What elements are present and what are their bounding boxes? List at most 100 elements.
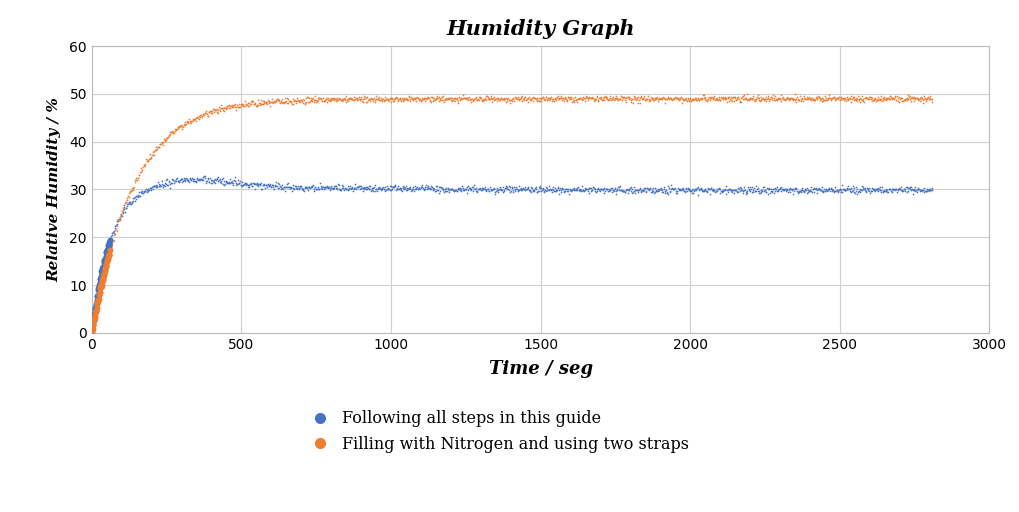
- Point: [308, 185, 324, 193]
- Point: [643, 94, 659, 102]
- Point: [837, 186, 853, 195]
- Point: [211, 176, 227, 184]
- Point: [221, 104, 237, 112]
- Point: [845, 182, 861, 190]
- Point: [348, 183, 365, 191]
- Point: [399, 96, 416, 104]
- Point: [221, 102, 237, 111]
- Point: [921, 95, 937, 103]
- Point: [245, 97, 261, 105]
- Point: [774, 95, 791, 103]
- Point: [671, 96, 687, 104]
- Point: [164, 176, 180, 184]
- Point: [675, 95, 691, 103]
- Point: [508, 93, 525, 101]
- Point: [635, 187, 651, 195]
- Point: [772, 97, 789, 105]
- Point: [789, 189, 805, 197]
- Point: [810, 184, 826, 192]
- Point: [665, 185, 682, 193]
- Point: [371, 96, 387, 104]
- Point: [157, 180, 173, 188]
- Point: [491, 96, 507, 104]
- Point: [623, 189, 639, 197]
- Point: [472, 93, 488, 101]
- Point: [103, 231, 119, 240]
- Point: [271, 184, 287, 193]
- Point: [407, 93, 423, 101]
- Point: [311, 184, 327, 193]
- Point: [346, 184, 363, 193]
- Point: [205, 178, 221, 186]
- Point: [123, 199, 140, 207]
- Point: [346, 95, 363, 103]
- Point: [390, 182, 407, 190]
- Point: [431, 189, 447, 197]
- Point: [822, 187, 839, 196]
- Point: [102, 246, 118, 254]
- Point: [584, 94, 600, 102]
- Point: [177, 120, 194, 128]
- Point: [494, 95, 511, 103]
- Point: [324, 95, 340, 103]
- Point: [89, 298, 105, 307]
- Point: [537, 183, 553, 191]
- Point: [672, 186, 688, 195]
- Point: [911, 187, 927, 195]
- Point: [317, 184, 333, 192]
- Point: [224, 102, 240, 110]
- Point: [733, 184, 749, 193]
- Point: [633, 188, 649, 196]
- Point: [401, 185, 418, 194]
- Point: [293, 184, 310, 193]
- Point: [90, 284, 106, 292]
- Point: [356, 95, 372, 103]
- Point: [438, 187, 454, 195]
- Point: [374, 184, 390, 193]
- Point: [909, 185, 925, 193]
- Point: [503, 183, 520, 191]
- Point: [792, 188, 808, 196]
- Point: [99, 257, 115, 265]
- Point: [127, 174, 144, 182]
- Point: [660, 188, 677, 196]
- Point: [99, 257, 115, 265]
- Point: [473, 186, 489, 195]
- Point: [619, 185, 635, 194]
- Point: [233, 101, 250, 109]
- Point: [853, 186, 869, 195]
- Point: [88, 300, 104, 308]
- Point: [357, 184, 373, 193]
- Point: [517, 93, 533, 101]
- Point: [826, 96, 843, 104]
- Point: [759, 92, 775, 100]
- Point: [484, 95, 500, 103]
- Point: [788, 186, 804, 195]
- Point: [435, 98, 451, 106]
- Point: [852, 95, 868, 103]
- Point: [244, 98, 260, 106]
- Point: [866, 94, 882, 102]
- Point: [193, 111, 209, 119]
- Point: [304, 95, 320, 103]
- Point: [121, 189, 138, 197]
- Point: [792, 95, 808, 103]
- Point: [91, 290, 107, 298]
- Point: [466, 181, 482, 189]
- Point: [908, 94, 924, 102]
- Point: [259, 100, 275, 108]
- Point: [240, 181, 257, 189]
- Point: [183, 117, 200, 125]
- Point: [511, 182, 527, 190]
- Point: [833, 188, 849, 196]
- Point: [918, 95, 934, 103]
- Point: [718, 98, 735, 106]
- Point: [884, 94, 901, 102]
- Point: [354, 184, 370, 192]
- Point: [843, 98, 859, 106]
- Point: [400, 184, 417, 192]
- Point: [532, 184, 548, 193]
- Point: [377, 186, 393, 194]
- Point: [114, 211, 130, 220]
- Point: [789, 95, 805, 103]
